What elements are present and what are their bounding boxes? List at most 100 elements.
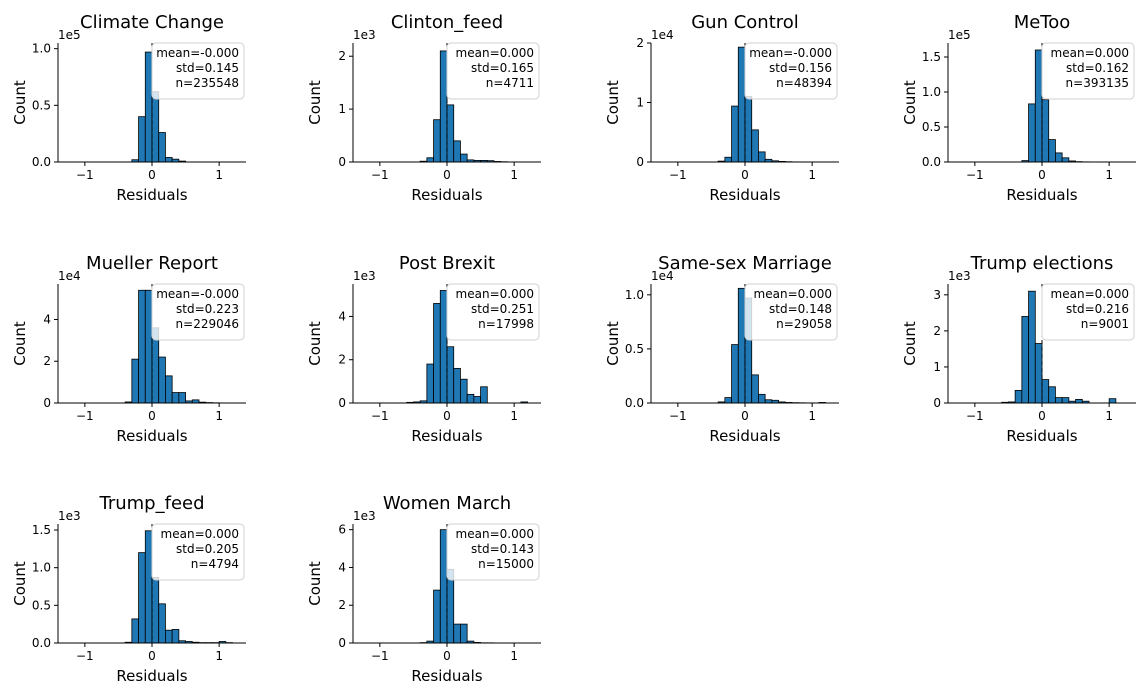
histogram-bar [131, 618, 139, 644]
stats-n: n=235548 [176, 76, 239, 90]
histogram-bar [131, 358, 139, 404]
x-tick-label: −1 [76, 168, 94, 182]
histogram-bar [1061, 397, 1070, 404]
x-axis-label: Residuals [411, 427, 482, 445]
stats-std: std=0.156 [769, 61, 832, 75]
histogram-bar [737, 287, 746, 404]
stats-mean: mean=0.000 [456, 527, 534, 541]
panel-title: Clinton_feed [391, 12, 503, 33]
histogram-panel: Mueller Report −1 0 1 0 2 4 1e4 Residuals Count me… [11, 253, 246, 445]
y-axis-label: Count [11, 561, 29, 606]
histogram-bar [453, 623, 461, 644]
x-tick-label: −1 [371, 409, 389, 423]
x-tick-label: −1 [669, 409, 687, 423]
histogram-bar [751, 374, 759, 404]
stats-n: n=29058 [776, 317, 832, 331]
histogram-bar [1075, 398, 1083, 404]
stats-n: n=9001 [1081, 317, 1129, 331]
histogram-bar [439, 50, 448, 163]
histogram-bar [178, 392, 186, 404]
histogram-bar [724, 156, 732, 163]
histogram-bar [1048, 139, 1056, 163]
histogram-panel: Clinton_feed −1 0 1 0 1 2 1e3 Residuals Count mean… [306, 12, 541, 204]
y-tick-label: 2 [43, 354, 51, 368]
panel-title: Mueller Report [86, 253, 218, 274]
stats-n: n=15000 [478, 557, 534, 571]
x-tick-label: −1 [966, 168, 984, 182]
stats-std: std=0.165 [471, 61, 534, 75]
panel-title: Climate Change [80, 12, 224, 33]
y-axis-label: Count [901, 80, 919, 125]
y-axis-multiplier: 1e3 [353, 28, 376, 42]
x-tick-label: 0 [443, 168, 451, 182]
y-tick-label: 0 [338, 636, 346, 650]
stats-mean: mean=0.000 [1051, 287, 1129, 301]
x-tick-label: 1 [510, 409, 518, 423]
x-tick-label: 0 [1038, 409, 1046, 423]
y-tick-label: 2 [636, 36, 644, 50]
histogram-bar [439, 529, 448, 644]
y-tick-label: 0 [43, 396, 51, 410]
y-tick-label: 3 [933, 288, 941, 302]
y-tick-label: 0.5 [32, 598, 51, 612]
histogram-bar [1048, 386, 1056, 404]
stats-n: n=393135 [1066, 76, 1129, 90]
stats-mean: mean=0.000 [456, 46, 534, 60]
x-axis-label: Residuals [411, 186, 482, 204]
y-tick-label: 0 [933, 396, 941, 410]
stats-std: std=0.223 [176, 302, 239, 316]
histogram-bar [1108, 398, 1117, 404]
y-tick-label: 1.0 [922, 85, 941, 99]
histogram-bar [751, 129, 759, 163]
y-tick-label: 2 [933, 324, 941, 338]
stats-n: n=4794 [191, 557, 239, 571]
y-axis-multiplier: 1e3 [353, 269, 376, 283]
histogram-panel: Climate Change −1 0 1 0.0 0.5 1.0 1e5 Residuals C… [11, 12, 246, 204]
histogram-panel: Gun Control −1 0 1 0 1 2 1e4 Residuals Count mean=… [604, 12, 839, 204]
stats-box [151, 42, 245, 100]
x-tick-label: 0 [148, 168, 156, 182]
stats-std: std=0.205 [176, 542, 239, 556]
y-tick-label: 1 [338, 102, 346, 116]
y-tick-label: 0.5 [922, 120, 941, 134]
y-axis-multiplier: 1e4 [58, 269, 81, 283]
histogram-bar [460, 378, 468, 404]
histogram-bar [433, 589, 441, 644]
x-tick-label: 0 [443, 409, 451, 423]
x-tick-label: 1 [510, 168, 518, 182]
x-tick-label: 1 [215, 168, 223, 182]
histogram-bar [731, 344, 739, 404]
histogram-bar [138, 116, 146, 163]
panel-title: Trump_feed [98, 493, 204, 514]
stats-box [151, 283, 245, 341]
x-tick-label: 0 [741, 409, 749, 423]
stats-box [744, 283, 838, 341]
histogram-bar [460, 623, 468, 644]
histogram-bar [1034, 343, 1043, 404]
x-tick-label: 0 [741, 168, 749, 182]
y-tick-label: 1.5 [32, 523, 51, 537]
histogram-panel: Trump elections −1 0 1 0 1 2 3 1e3 Residuals Count… [901, 253, 1136, 445]
histogram-bar [165, 375, 173, 404]
y-tick-label: 0.5 [32, 98, 51, 112]
histogram-bar [144, 51, 153, 163]
histogram-bar [744, 96, 753, 163]
histogram-bar [171, 629, 180, 644]
histogram-panel: Post Brexit −1 0 1 0 2 4 1e3 Residuals Count mean=… [306, 253, 541, 445]
stats-n: n=4711 [486, 76, 534, 90]
y-tick-label: 0.5 [625, 342, 644, 356]
y-axis-label: Count [11, 321, 29, 366]
y-tick-label: 1.5 [922, 50, 941, 64]
y-axis-label: Count [11, 80, 29, 125]
y-tick-label: 1.0 [32, 42, 51, 56]
y-tick-label: 4 [338, 309, 346, 323]
histogram-bar [165, 629, 173, 644]
y-tick-label: 4 [43, 312, 51, 326]
x-tick-label: 1 [215, 409, 223, 423]
y-axis-multiplier: 1e3 [353, 509, 376, 523]
y-tick-label: 0 [338, 155, 346, 169]
stats-n: n=229046 [176, 317, 239, 331]
histogram-bar [1034, 49, 1043, 163]
histogram-bar [165, 157, 173, 163]
histogram-panel: Same-sex Marriage −1 0 1 0.0 0.5 1.0 1e4 Residua… [604, 253, 839, 445]
